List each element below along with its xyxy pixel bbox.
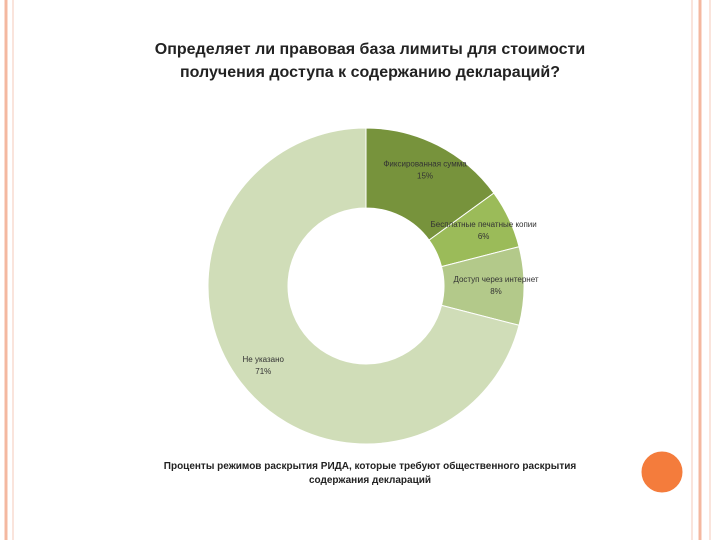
slice-label: Фиксированная сумма xyxy=(383,159,467,168)
slice-value-label: 71% xyxy=(255,367,271,376)
slice-label: Бесплатные печатные копии xyxy=(431,220,537,229)
donut: Фиксированная сумма 15% Бесплатные печатны… xyxy=(207,127,539,445)
slide-border xyxy=(4,0,711,540)
slice-value-label: 6% xyxy=(478,232,490,241)
slice-label: Доступ через интернет xyxy=(453,275,538,284)
slice-value-label: 8% xyxy=(490,287,502,296)
donut-slice xyxy=(365,127,495,241)
slice-label: Не указано xyxy=(243,355,285,364)
slice-value-label: 15% xyxy=(417,171,433,180)
donut-slice xyxy=(207,127,520,445)
decor-circle xyxy=(638,448,686,496)
chart-title: Определяет ли правовая база лимиты для с… xyxy=(154,41,586,81)
chart-caption: Проценты режимов раскрытия РИДА, которые… xyxy=(163,461,577,486)
